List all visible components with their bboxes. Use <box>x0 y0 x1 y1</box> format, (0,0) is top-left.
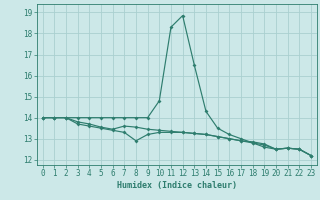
X-axis label: Humidex (Indice chaleur): Humidex (Indice chaleur) <box>117 181 237 190</box>
